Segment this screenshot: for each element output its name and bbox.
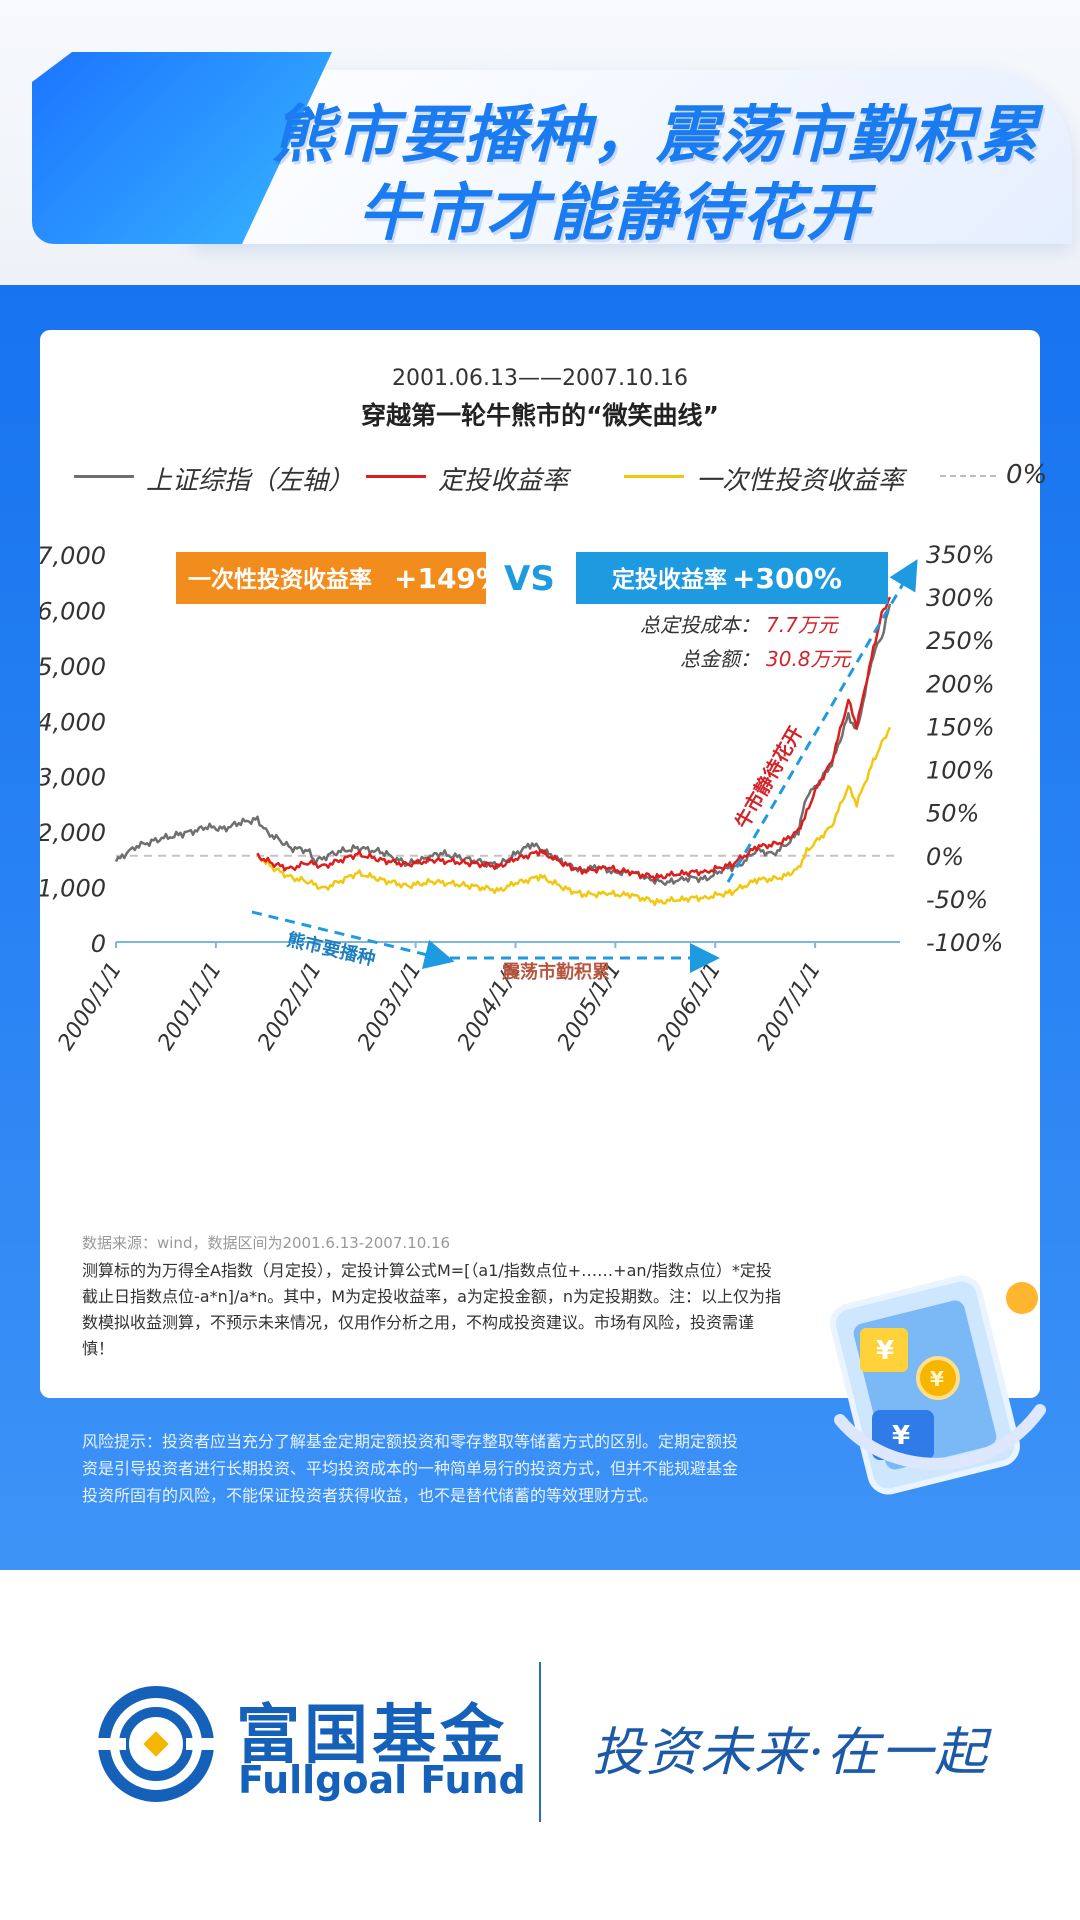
brand-slogan: 投资未来·在一起 [592,1723,989,1783]
dca-callout-box [576,552,888,604]
series-line-sse-index [114,603,892,887]
left-axis-tick-label: 2,000 [40,819,106,847]
cost-label: 总定投成本： [640,613,760,637]
left-axis-tick-label: 3,000 [40,764,106,792]
dca-callout-label: 定投收益率 [612,566,727,593]
lump-callout-value: +149% [394,562,504,595]
right-axis-tick-label: -50% [926,886,988,914]
right-axis-tick-label: 350% [926,541,995,569]
svg-text:¥: ¥ [930,1367,944,1391]
svg-text:¥: ¥ [876,1336,894,1366]
dca-callout-value: +300% [732,562,842,595]
headline-line-2: 牛市才能静待花开 [358,176,871,249]
x-axis-ticks: 2000/1/1 2001/1/1 2002/1/1 2003/1/1 2004/1/1… [54,942,827,1055]
legend-swatch [624,475,684,478]
chart-legend: 上证综指（左轴） 定投收益率 一次性投资收益率 0% [74,458,1047,496]
series-line-lump-sum [256,726,892,907]
right-axis-tick-label: -100% [926,929,1003,957]
chart-plot: 2000/1/1 2001/1/1 2002/1/1 2003/1/1 2004/1/1… [40,541,1003,1055]
right-axis-tick-label: 100% [926,757,995,785]
legend-swatch [366,475,426,478]
chart-date-range: 2001.06.13——2007.10.16 [392,366,688,391]
svg-text:¥: ¥ [892,1421,910,1451]
yen-coin-icon [916,1356,960,1400]
x-axis-tick-label: 2003/1/1 [353,958,427,1055]
total-value: 30.8万元 [766,647,853,671]
left-axis-tick-label: 4,000 [40,708,106,736]
x-axis-tick-label: 2002/1/1 [253,958,327,1055]
left-axis-tick-label: 1,000 [40,875,106,903]
brand-name-en: Fullgoal Fund [238,1758,526,1802]
legend-label: 一次性投资收益率 [696,466,905,496]
right-axis-tick-label: 150% [926,713,995,741]
chart-title: 穿越第一轮牛熊市的“微笑曲线” [361,401,719,430]
legend-label: 上证综指（左轴） [146,466,355,496]
headline-banner [32,52,1072,244]
right-axis-ticks: -100% -50% 0% 50% 100% 150% 200% 250% 300% 350% [926,541,1003,957]
risk-disclosure: 风险提示：投资者应当充分了解基金定期定额投资和零存整取等储蓄方式的区别。定期定额… [82,1432,739,1505]
left-axis-tick-label: 6,000 [40,597,106,625]
right-axis-tick-label: 250% [926,627,995,655]
x-axis-tick-label: 2000/1/1 [54,958,128,1055]
right-axis-tick-label: 50% [926,800,979,828]
yen-card-icon [860,1328,908,1372]
bear-annotation: 熊市要播种 [285,928,378,970]
footer-divider [539,1662,541,1822]
vs-label: VS [504,559,555,599]
right-axis-tick-label: 0% [926,843,964,871]
phone-illustration-icon: ¥ ¥ ¥ [830,1275,1046,1495]
legend-label: 定投收益率 [438,466,569,496]
legend-label: 0% [1006,460,1048,490]
x-axis-tick-label: 2001/1/1 [153,958,227,1055]
x-axis-tick-label: 2007/1/1 [753,958,827,1055]
cost-value: 7.7万元 [766,613,840,637]
range-annotation: 震荡市勤积累 [502,961,610,983]
method-note: 测算标的为万得全A指数（月定投），定投计算公式M=[（a1/指数点位+……+an… [82,1261,782,1358]
bull-annotation: 牛市静待花开 [730,722,807,832]
left-axis-tick-label: 0 [91,930,106,958]
legend-swatch [940,475,996,477]
left-axis-tick-label: 7,000 [40,542,106,570]
lump-callout-label: 一次性投资收益率 [188,566,372,593]
right-axis-tick-label: 300% [926,584,995,612]
left-axis-ticks: 0 1,000 2,000 3,000 4,000 5,000 6,000 7,000 [40,542,106,958]
bull-arrow [726,559,918,883]
data-source-note: 数据来源：wind，数据区间为2001.6.13-2007.10.16 [82,1234,451,1252]
series-line-dca [256,596,892,882]
chart-card: 2001.06.13——2007.10.16 穿越第一轮牛熊市的“微笑曲线” 上… [40,330,1047,1398]
lump-callout-box [176,552,486,604]
legend-swatch [74,475,134,478]
fullgoal-logo-icon [98,1686,214,1802]
right-axis-tick-label: 200% [926,670,995,698]
x-axis-tick-label: 2006/1/1 [653,958,727,1055]
brand-name-cn: 富国基金 [236,1699,508,1773]
total-label: 总金额： [680,647,760,671]
footer: 富国基金 Fullgoal Fund 投资未来·在一起 [0,1570,1080,1920]
headline-line-1: 熊市要播种，震荡市勤积累 [272,98,1041,171]
banner-card [192,70,1072,244]
bear-arrow [251,910,455,970]
left-axis-tick-label: 5,000 [40,653,106,681]
